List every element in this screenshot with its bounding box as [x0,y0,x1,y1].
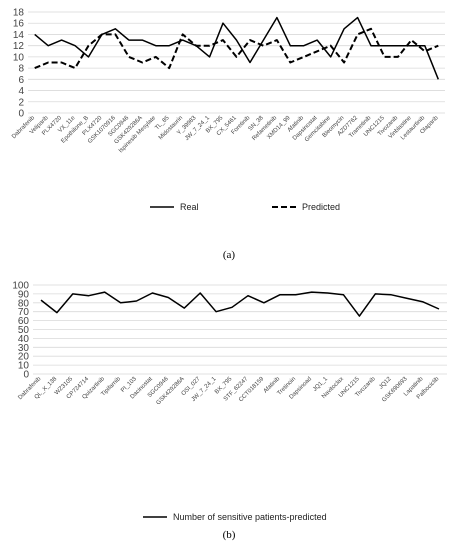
y-tick-label: 60 [18,316,30,327]
y-tick-label: 12 [13,41,25,52]
series-line-0 [34,16,439,80]
y-tick-label: 100 [12,281,29,292]
series-line-0 [40,291,440,317]
y-tick-label: 4 [18,86,24,97]
y-tick-label: 14 [13,30,25,41]
y-tick-label: 90 [18,289,30,300]
y-tick-label: 20 [18,352,30,363]
series-line-1 [34,27,439,70]
y-tick-label: 0 [18,109,24,120]
y-tick-label: 10 [18,361,30,372]
y-tick-label: 0 [23,370,29,381]
chart-b: 0102030405060708090100DabrafenibQL_X_138… [12,281,447,541]
y-tick-label: 16 [13,19,25,30]
y-tick-label: 80 [18,298,30,309]
legend-label: Number of sensitive patients-predicted [173,512,327,522]
y-tick-label: 10 [13,52,25,63]
legend-label: Predicted [302,202,340,212]
y-tick-label: 2 [18,97,24,108]
y-tick-label: 70 [18,307,30,318]
legend-label: Real [180,202,199,212]
y-tick-label: 6 [18,75,24,86]
y-tick-label: 50 [18,325,30,336]
y-tick-label: 30 [18,343,30,354]
figure-caption: (b) [223,529,236,541]
y-tick-label: 18 [13,8,25,19]
figure-caption: (a) [223,249,236,261]
y-tick-label: 40 [18,334,30,345]
chart-a: 024681012141618DabrafenibVeliparibPLX472… [11,8,445,261]
y-tick-label: 8 [18,64,24,75]
